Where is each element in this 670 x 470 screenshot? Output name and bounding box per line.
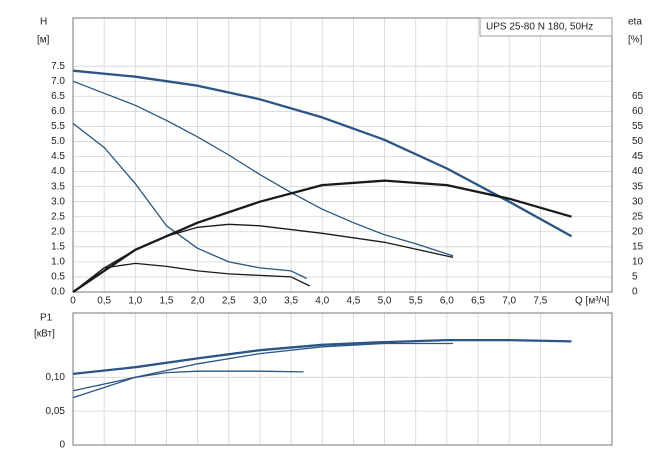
y2-tick-label: 25 bbox=[632, 211, 644, 222]
y-tick-label: 6.0 bbox=[51, 106, 65, 117]
y-axis-label: H bbox=[40, 17, 47, 28]
y-axis-label: P1 bbox=[40, 313, 53, 324]
y2-tick-label: 45 bbox=[632, 151, 644, 162]
y-tick-label: 3.0 bbox=[51, 196, 65, 207]
x-tick-label: 5,0 bbox=[378, 296, 392, 307]
y2-tick-label: 5 bbox=[632, 272, 638, 283]
y2-tick-label: 65 bbox=[632, 91, 644, 102]
curve bbox=[72, 69, 573, 238]
y2-axis-unit: [%] bbox=[628, 35, 643, 46]
y-tick-label: 4.5 bbox=[51, 151, 65, 162]
x-tick-label: 3,5 bbox=[284, 296, 298, 307]
x-tick-label: 2,5 bbox=[222, 296, 236, 307]
x-tick-label: 4,0 bbox=[315, 296, 329, 307]
y2-tick-label: 30 bbox=[632, 196, 644, 207]
y-tick-label: 5.5 bbox=[51, 121, 65, 132]
plot-frame bbox=[72, 312, 613, 446]
x-tick-label: 1,5 bbox=[160, 296, 174, 307]
y-tick-label: 7.5 bbox=[51, 61, 65, 72]
y2-tick-label: 20 bbox=[632, 226, 644, 237]
x-tick-label: 1,0 bbox=[128, 296, 142, 307]
x-tick-label: 6,5 bbox=[471, 296, 485, 307]
y2-tick-label: 10 bbox=[632, 257, 644, 268]
y-tick-label: 0.5 bbox=[51, 272, 65, 283]
curve bbox=[72, 370, 304, 399]
x-tick-label: 3,0 bbox=[253, 296, 267, 307]
x-tick-label: 0,5 bbox=[97, 296, 111, 307]
x-tick-label: 6,0 bbox=[440, 296, 454, 307]
y-tick-label: 2.0 bbox=[51, 226, 65, 237]
curve bbox=[72, 223, 454, 293]
y-tick-label: 7.0 bbox=[51, 76, 65, 87]
y2-axis-label: eta bbox=[628, 17, 642, 28]
y2-tick-label: 40 bbox=[632, 166, 644, 177]
y2-tick-label: 35 bbox=[632, 181, 644, 192]
y-tick-label: 6.5 bbox=[51, 91, 65, 102]
y-tick-label: 3.5 bbox=[51, 181, 65, 192]
chart-title: UPS 25-80 N 180, 50Hz bbox=[486, 22, 593, 33]
y-tick-label: 1.0 bbox=[51, 257, 65, 268]
y-tick-label: 5.0 bbox=[51, 136, 65, 147]
plot-frame bbox=[72, 17, 613, 293]
y2-tick-label: 50 bbox=[632, 136, 644, 147]
x-tick-label: 0 bbox=[70, 296, 76, 307]
y-axis-unit: [м] bbox=[37, 35, 50, 46]
title-box bbox=[479, 17, 613, 37]
y-tick-label: 2.5 bbox=[51, 211, 65, 222]
y2-tick-label: 55 bbox=[632, 121, 644, 132]
y-tick-label: 0.0 bbox=[51, 287, 65, 298]
curve bbox=[72, 122, 307, 280]
x-tick-label: 7,0 bbox=[502, 296, 516, 307]
y2-tick-label: 0 bbox=[632, 287, 638, 298]
x-tick-label: 5,5 bbox=[409, 296, 423, 307]
x-axis-label: Q [м³/ч] bbox=[575, 296, 610, 307]
y-tick-label: 4.0 bbox=[51, 166, 65, 177]
curve bbox=[72, 338, 572, 376]
y-tick-label: 1.5 bbox=[51, 241, 65, 252]
x-tick-label: 7,5 bbox=[533, 296, 547, 307]
y-axis-unit: [кВт] bbox=[34, 329, 55, 340]
y-tick-label: 0,05 bbox=[46, 406, 66, 417]
y2-tick-label: 60 bbox=[632, 106, 644, 117]
curve bbox=[72, 80, 454, 257]
x-tick-label: 2,0 bbox=[191, 296, 205, 307]
x-tick-label: 4,5 bbox=[346, 296, 360, 307]
y2-tick-label: 15 bbox=[632, 241, 644, 252]
y-tick-label: 0 bbox=[59, 440, 65, 451]
y-tick-label: 0,10 bbox=[46, 372, 66, 383]
curve bbox=[72, 262, 311, 293]
